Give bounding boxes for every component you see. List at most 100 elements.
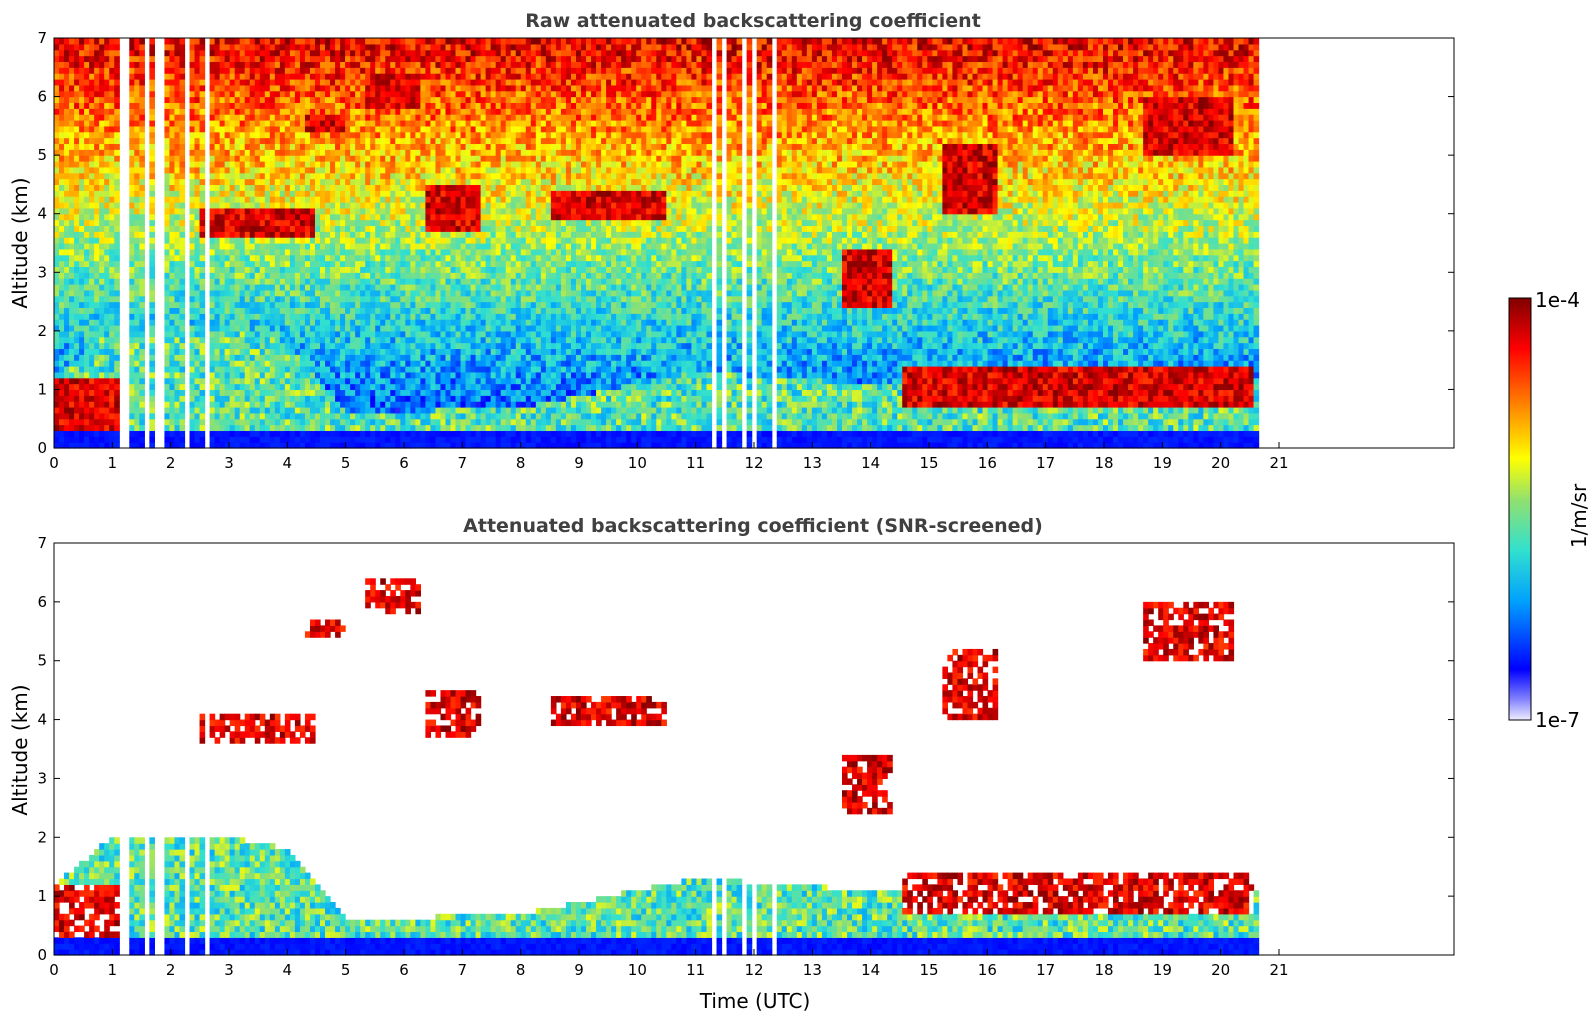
heatmap-cell (149, 418, 155, 426)
heatmap-cell (79, 73, 85, 80)
heatmap-cell (89, 149, 95, 156)
heatmap-cell (390, 260, 396, 268)
heatmap-cell (134, 354, 140, 361)
heatmap-cell (89, 125, 95, 133)
heatmap-cell (194, 131, 201, 139)
heatmap-cell (299, 43, 306, 51)
heatmap-cell (209, 61, 216, 68)
heatmap-cell (254, 225, 261, 232)
heatmap-cell (405, 125, 411, 133)
heatmap-cell (109, 319, 115, 326)
heatmap-cell (224, 342, 231, 350)
heatmap-cell (134, 108, 140, 115)
heatmap-cell (259, 125, 266, 133)
heatmap-cell (244, 149, 251, 156)
heatmap-cell (54, 237, 60, 244)
heatmap-cell (340, 319, 346, 326)
heatmap-cell (400, 360, 406, 367)
heatmap-cell (129, 313, 135, 320)
heatmap-cell (284, 190, 291, 197)
heatmap-cell (79, 395, 85, 402)
heatmap-cell (214, 196, 221, 203)
heatmap-cell (375, 131, 381, 139)
heatmap-cell (445, 295, 452, 303)
heatmap-cell (194, 190, 201, 197)
heatmap-cell (54, 330, 60, 338)
heatmap-cell (325, 166, 331, 174)
heatmap-cell (430, 430, 437, 437)
heatmap-cell (79, 125, 85, 133)
heatmap-cell (430, 301, 437, 309)
heatmap-cell (400, 178, 406, 186)
heatmap-cell (169, 149, 176, 156)
heatmap-cell (335, 436, 341, 443)
heatmap-cell (209, 172, 216, 180)
heatmap-cell (149, 313, 155, 320)
heatmap-cell (139, 143, 145, 150)
heatmap-cell (355, 213, 361, 221)
heatmap-cell (325, 207, 331, 215)
heatmap-cell (214, 366, 221, 373)
heatmap-cell (410, 213, 416, 221)
heatmap-cell (294, 389, 301, 396)
heatmap-cell (350, 125, 356, 133)
heatmap-cell (299, 389, 306, 396)
heatmap-cell (64, 43, 70, 51)
heatmap-cell (99, 84, 105, 92)
heatmap-cell (445, 307, 452, 314)
heatmap-cell (279, 260, 286, 268)
heatmap-cell (69, 79, 75, 86)
heatmap-cell (264, 231, 271, 238)
heatmap-cell (345, 108, 351, 115)
heatmap-cell (134, 38, 140, 45)
heatmap-cell (345, 383, 351, 391)
heatmap-cell (224, 84, 231, 92)
heatmap-cell (274, 307, 281, 314)
heatmap-cell (355, 360, 361, 367)
heatmap-cell (274, 266, 281, 273)
heatmap-cell (114, 49, 120, 57)
heatmap-cell (229, 79, 236, 86)
heatmap-cell (400, 38, 406, 45)
heatmap-cell (380, 84, 386, 92)
heatmap-cell (219, 325, 226, 332)
heatmap-cell (274, 155, 281, 162)
heatmap-cell (244, 412, 251, 420)
heatmap-cell (169, 231, 176, 238)
heatmap-cell (395, 38, 401, 45)
heatmap-cell (335, 108, 341, 115)
heatmap-cell (274, 161, 281, 168)
heatmap-cell (274, 207, 281, 215)
heatmap-cell (360, 184, 366, 191)
heatmap-cell (395, 354, 401, 361)
heatmap-cell (264, 360, 271, 367)
heatmap-cell (355, 278, 361, 285)
heatmap-cell (84, 196, 90, 203)
heatmap-cell (129, 108, 135, 115)
heatmap-cell (309, 149, 316, 156)
heatmap-cell (390, 330, 396, 338)
heatmap-cell (244, 366, 251, 373)
heatmap-cell (375, 366, 381, 373)
heatmap-cell (279, 190, 286, 197)
heatmap-cell (54, 67, 60, 74)
heatmap-cell (64, 272, 70, 279)
heatmap-cell (194, 67, 201, 74)
heatmap-cell (84, 307, 90, 314)
heatmap-cell (325, 424, 331, 432)
heatmap-cell (234, 237, 241, 244)
heatmap-cell (244, 301, 251, 309)
heatmap-cell (149, 172, 155, 180)
heatmap-cell (435, 407, 442, 414)
heatmap-cell (174, 284, 181, 291)
heatmap-cell (299, 383, 306, 391)
heatmap-cell (350, 442, 356, 449)
heatmap-cell (420, 61, 427, 68)
heatmap-cell (264, 278, 271, 285)
heatmap-cell (169, 412, 176, 420)
heatmap-cell (335, 161, 341, 168)
heatmap-cell (189, 219, 196, 227)
heatmap-cell (254, 131, 261, 139)
heatmap-cell (304, 231, 311, 238)
heatmap-cell (244, 377, 251, 385)
